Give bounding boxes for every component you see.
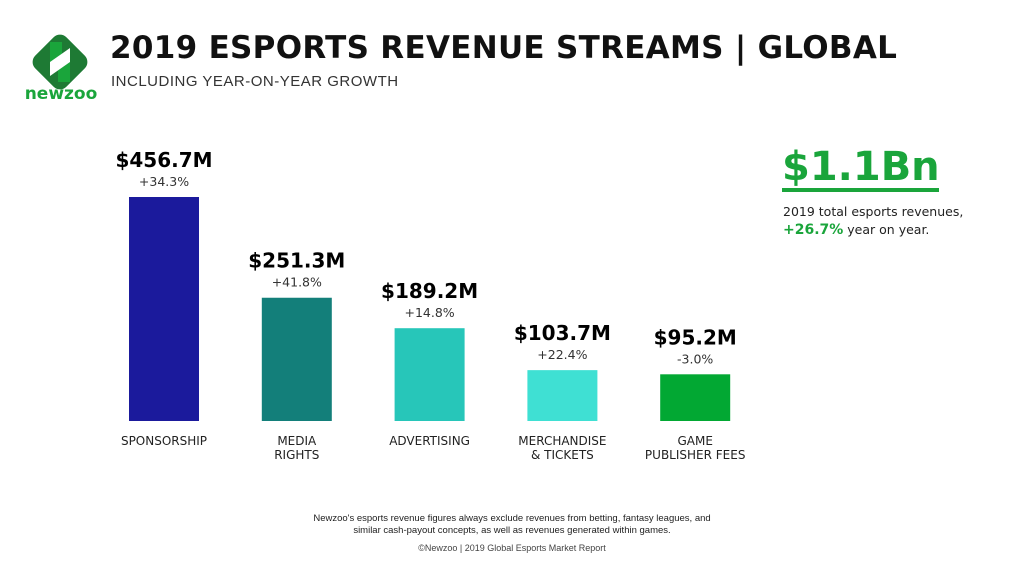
growth-label: +22.4%: [537, 347, 587, 362]
growth-label: -3.0%: [677, 351, 713, 366]
value-label: $95.2M: [654, 325, 737, 349]
total-divider: [782, 188, 939, 192]
category-label: MERCHANDISE: [518, 434, 606, 448]
category-label: MEDIA: [277, 434, 317, 448]
bar: [527, 370, 598, 421]
growth-label: +41.8%: [272, 275, 322, 290]
bar: [261, 297, 332, 421]
total-growth-suffix: year on year.: [843, 222, 930, 237]
bar: [394, 328, 465, 421]
total-growth-row: +26.7% year on year.: [783, 222, 929, 238]
value-label: $189.2M: [381, 279, 478, 303]
newzoo-logo: [32, 34, 88, 90]
category-label: RIGHTS: [274, 448, 319, 462]
total-growth: +26.7%: [783, 222, 844, 238]
footnote: Newzoo's esports revenue figures always …: [313, 513, 711, 536]
value-label: $456.7M: [115, 148, 212, 172]
total-revenue: $1.1Bn: [782, 144, 940, 190]
bar: [129, 197, 199, 421]
category-label: ADVERTISING: [389, 434, 470, 448]
category-label: PUBLISHER FEES: [645, 448, 746, 462]
value-label: $251.3M: [248, 249, 345, 273]
growth-label: +34.3%: [139, 174, 189, 189]
page-title: 2019 ESPORTS REVENUE STREAMS | GLOBAL: [110, 30, 898, 66]
copyright: ©Newzoo | 2019 Global Esports Market Rep…: [418, 543, 606, 553]
bar: [660, 374, 731, 421]
growth-label: +14.8%: [405, 305, 455, 320]
category-label: SPONSORSHIP: [121, 434, 207, 448]
category-label: GAME: [677, 434, 712, 448]
page-subtitle: INCLUDING YEAR-ON-YEAR GROWTH: [111, 73, 399, 90]
value-label: $103.7M: [514, 321, 611, 345]
logo-text: newzoo: [24, 84, 98, 104]
total-description: 2019 total esports revenues,: [783, 204, 964, 219]
category-label: & TICKETS: [531, 448, 594, 462]
